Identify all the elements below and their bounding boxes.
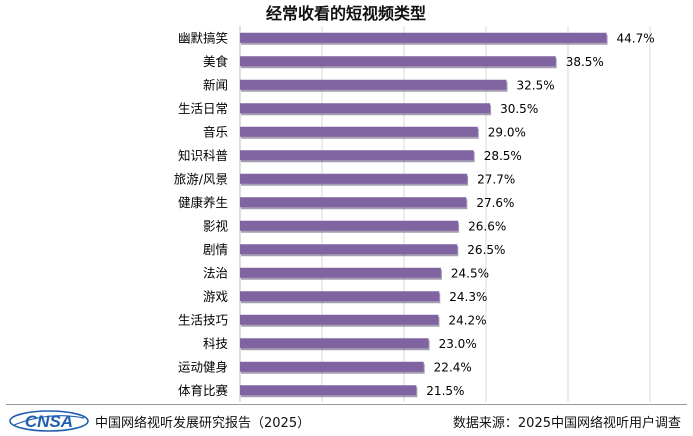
labels: 幽默搞笑 44.7% 美食 38.5% 新闻 32.5% 生活日常 30.5% 音乐 29.0% 知…: [174, 30, 655, 398]
cnsa-logo: CNSA: [9, 410, 89, 432]
value-label: 26.6%: [468, 219, 506, 233]
bars: [240, 32, 608, 398]
bar-6: [240, 173, 468, 184]
category-label: 游戏: [203, 289, 228, 304]
data-source: 数据来源：2025中国网络视听用户调查: [452, 416, 681, 431]
category-label: 科技: [203, 336, 229, 351]
category-label: 法治: [203, 265, 228, 280]
value-label: 24.5%: [451, 266, 489, 280]
category-label: 剧情: [203, 242, 228, 257]
value-label: 24.2%: [448, 313, 486, 327]
bar-10: [240, 267, 441, 278]
chart-title: 经常收看的短视频类型: [266, 4, 426, 23]
category-label: 音乐: [203, 124, 228, 139]
category-label: 新闻: [203, 77, 228, 92]
value-label: 38.5%: [566, 55, 604, 69]
bar-5: [240, 150, 474, 161]
value-label: 21.5%: [426, 384, 464, 398]
bar-15: [240, 385, 417, 396]
value-label: 32.5%: [517, 78, 555, 92]
bar-7: [240, 197, 467, 208]
bar-11: [240, 291, 440, 302]
value-label: 27.7%: [477, 172, 515, 186]
bar-9: [240, 244, 458, 255]
value-label: 22.4%: [434, 360, 472, 374]
value-label: 26.5%: [467, 243, 505, 257]
bar-13: [240, 338, 429, 349]
bar-1: [240, 56, 556, 67]
footer-divider: [6, 404, 687, 405]
value-label: 24.3%: [449, 290, 487, 304]
category-label: 美食: [203, 54, 229, 69]
bar-12: [240, 314, 439, 325]
bar-chart: 经常收看的短视频类型 幽默搞笑 44.7% 美食 38.5% 新闻 32.5% 生活日常 30…: [174, 4, 655, 402]
category-label: 生活日常: [178, 101, 228, 116]
bar-14: [240, 361, 424, 372]
value-label: 27.6%: [476, 196, 514, 210]
footer: CNSA 中国网络视听发展研究报告（2025） 数据来源：2025中国网络视听用…: [0, 404, 693, 436]
bar-8: [240, 220, 459, 231]
category-label: 运动健身: [178, 359, 228, 374]
bar-0: [240, 32, 607, 43]
category-label: 体育比赛: [178, 383, 229, 398]
category-label: 影视: [203, 218, 229, 233]
value-label: 30.5%: [500, 102, 538, 116]
category-label: 旅游/风景: [174, 171, 228, 186]
report-name: 中国网络视听发展研究报告（2025）: [95, 416, 311, 431]
category-label: 生活技巧: [178, 312, 228, 327]
value-label: 29.0%: [488, 125, 526, 139]
category-label: 知识科普: [178, 148, 228, 163]
category-label: 幽默搞笑: [178, 30, 228, 45]
category-label: 健康养生: [178, 195, 228, 210]
bar-2: [240, 79, 507, 90]
bar-4: [240, 126, 478, 137]
bar-3: [240, 103, 491, 114]
logo-text: CNSA: [25, 412, 73, 431]
value-label: 28.5%: [484, 149, 522, 163]
value-label: 44.7%: [617, 31, 655, 45]
value-label: 23.0%: [439, 337, 477, 351]
